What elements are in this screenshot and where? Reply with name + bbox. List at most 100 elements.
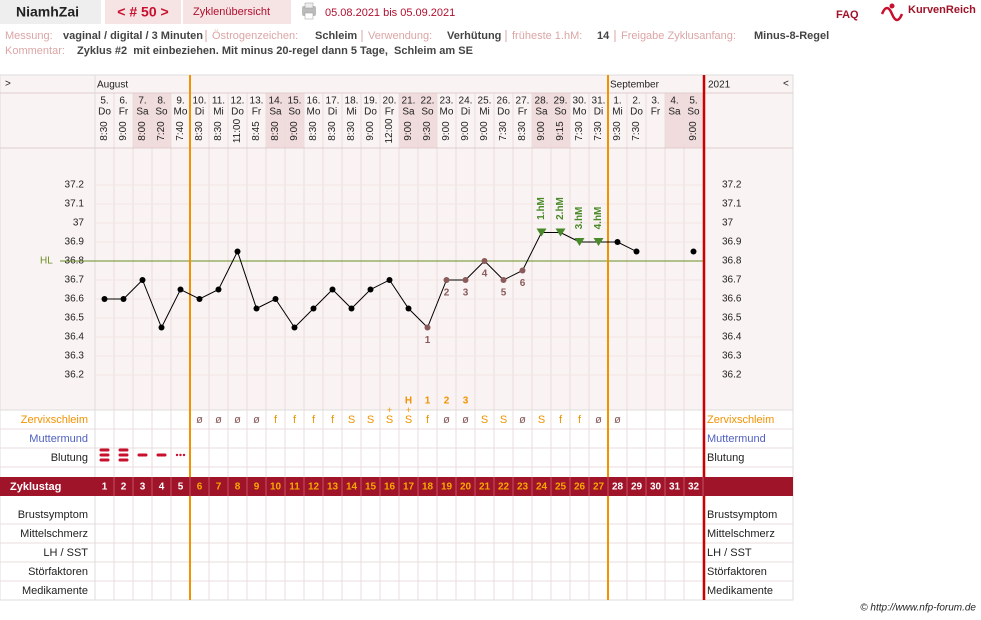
- cycle-day: 5: [178, 482, 184, 493]
- nav-prev[interactable]: >: [5, 79, 11, 90]
- y-tick-label: 36.8: [722, 256, 742, 267]
- time: 8:30: [213, 121, 224, 141]
- row-label: Muttermund: [29, 433, 88, 445]
- cycle-day: 2: [121, 482, 127, 493]
- date: 3.: [651, 96, 659, 107]
- row-label: Störfaktoren: [707, 566, 767, 578]
- bleeding-mark: [99, 448, 110, 452]
- date: 17.: [326, 96, 340, 107]
- bleeding-mark: [156, 453, 167, 457]
- bleeding-mark: [118, 448, 129, 452]
- temperature-point: [633, 248, 640, 255]
- time: 7:30: [631, 121, 642, 141]
- mucus: S: [538, 414, 545, 426]
- temperature-point: [348, 305, 355, 312]
- mucus: ø: [253, 414, 260, 426]
- weekday: Fr: [385, 107, 395, 118]
- date: 5.: [100, 96, 108, 107]
- weekday: Di: [328, 107, 337, 118]
- date: 4.: [670, 96, 678, 107]
- cycle-day: 13: [327, 482, 339, 493]
- faq-link[interactable]: FAQ: [836, 9, 859, 21]
- weekday: Mo: [174, 107, 188, 118]
- date: 29.: [554, 96, 568, 107]
- peak-label: H: [405, 396, 412, 407]
- temperature-point: [519, 267, 526, 274]
- cycle-day: 7: [216, 482, 222, 493]
- row-label: Zervixschleim: [21, 414, 88, 426]
- cycle-day: 30: [650, 482, 662, 493]
- mucus: ø: [519, 414, 526, 426]
- row-label: Zervixschleim: [707, 414, 774, 426]
- high-point: [555, 228, 566, 237]
- date: 18.: [345, 96, 359, 107]
- weekday: Sa: [402, 107, 415, 118]
- temperature-point: [120, 296, 127, 302]
- temperature-point: [500, 277, 507, 283]
- y-tick-label: 36.9: [65, 237, 85, 248]
- time: 12:00: [384, 118, 395, 143]
- y-tick-label: 36.6: [65, 294, 85, 305]
- date: 13.: [250, 96, 264, 107]
- row-label: LH / SST: [707, 547, 752, 559]
- nav-next[interactable]: <: [783, 79, 789, 90]
- mucus: S: [348, 414, 355, 426]
- weekday: Sa: [136, 107, 149, 118]
- date: 14.: [269, 96, 283, 107]
- time: 9:00: [479, 121, 490, 141]
- cycle-day: 26: [574, 482, 586, 493]
- info-label: Freigabe Zyklusanfang:: [621, 30, 736, 42]
- temperature-point: [690, 248, 697, 255]
- mucus: ø: [443, 414, 450, 426]
- weekday: So: [155, 107, 168, 118]
- row-label: Mittelschmerz: [707, 528, 775, 540]
- time: 8:45: [251, 121, 262, 141]
- brand[interactable]: KurvenReich: [908, 4, 976, 16]
- high-point: [593, 238, 604, 246]
- print-icon[interactable]: [302, 2, 316, 20]
- bleeding-mark: [137, 453, 148, 457]
- cycle-day: 32: [688, 482, 700, 493]
- cycle-nav[interactable]: < # 50 >: [117, 4, 168, 20]
- mucus: f: [293, 414, 297, 426]
- y-tick-label: 36.3: [722, 351, 742, 362]
- time: 7:30: [498, 121, 509, 141]
- high-label: 2.hM: [555, 197, 566, 220]
- time: 8:30: [308, 121, 319, 141]
- date: 20.: [383, 96, 397, 107]
- mucus: ø: [595, 414, 602, 426]
- low-label: 5: [501, 288, 507, 299]
- date: 7.: [138, 96, 146, 107]
- bleeding-mark: [118, 453, 129, 457]
- bleeding-dot: [179, 453, 182, 457]
- bleeding-dot: [182, 453, 186, 457]
- date: 15.: [288, 96, 302, 107]
- coverline-label: HL: [40, 256, 53, 267]
- row-label: Mittelschmerz: [20, 528, 88, 540]
- cycle-day: 4: [159, 482, 165, 493]
- weekend-header: [266, 93, 285, 148]
- weekend-header: [684, 93, 703, 148]
- time: 9:00: [365, 121, 376, 141]
- chart: > <August September 20215.Do8:306.Fr9:007.S…: [0, 74, 794, 601]
- cycle-day: 17: [403, 482, 415, 493]
- y-tick-label: 36.4: [65, 332, 85, 343]
- overview-link[interactable]: Zyklenübersicht: [193, 6, 270, 18]
- mucus: f: [312, 414, 316, 426]
- cycle-day: 31: [669, 482, 681, 493]
- peak-label: 2: [444, 396, 450, 407]
- cycle-box[interactable]: [105, 0, 181, 24]
- weekday: Fr: [651, 107, 661, 118]
- time: 7:20: [156, 121, 167, 141]
- time: 9:15: [555, 121, 566, 141]
- date: 2.: [632, 96, 640, 107]
- temperature-point: [367, 286, 374, 293]
- time: 9:30: [612, 121, 623, 141]
- date: 8.: [157, 96, 165, 107]
- overview-box[interactable]: [183, 0, 291, 24]
- temperature-point: [443, 277, 450, 283]
- date: 6.: [119, 96, 127, 107]
- cycle-day: 19: [441, 482, 453, 493]
- footer: © http://www.nfp-forum.de: [860, 603, 976, 614]
